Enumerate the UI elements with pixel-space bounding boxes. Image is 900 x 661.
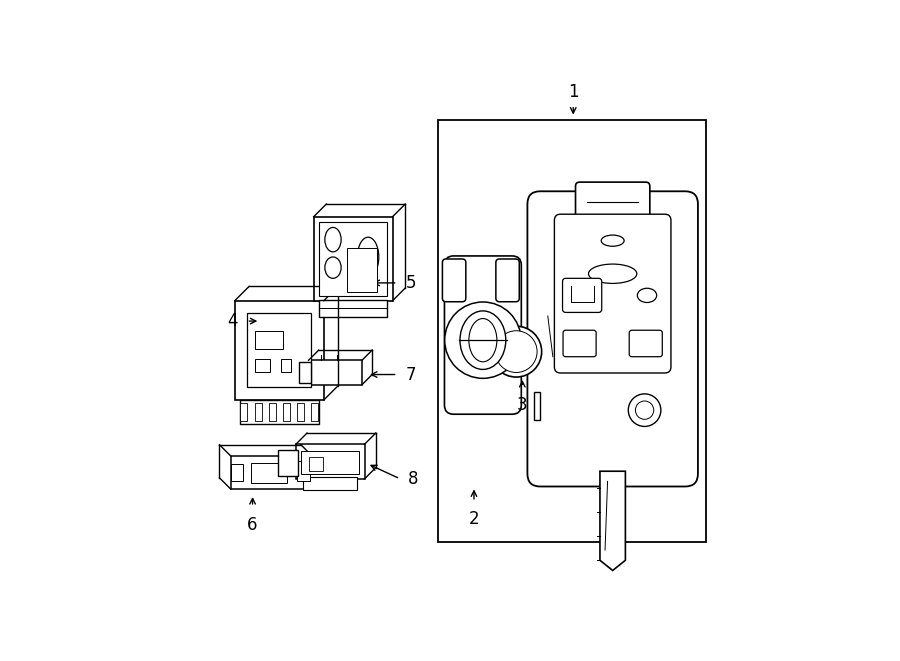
- Bar: [297, 403, 304, 421]
- Circle shape: [491, 326, 542, 377]
- Text: 2: 2: [469, 510, 480, 528]
- Bar: [255, 403, 262, 421]
- Circle shape: [628, 394, 661, 426]
- Text: 6: 6: [248, 516, 257, 533]
- Bar: [309, 457, 323, 471]
- Bar: [303, 477, 357, 490]
- Text: 8: 8: [408, 470, 418, 488]
- Text: 3: 3: [517, 396, 527, 414]
- Polygon shape: [534, 393, 540, 420]
- Bar: [438, 120, 706, 543]
- FancyBboxPatch shape: [445, 256, 521, 414]
- Bar: [281, 360, 291, 372]
- Text: 5: 5: [405, 274, 416, 292]
- Bar: [251, 463, 287, 483]
- Bar: [301, 451, 359, 474]
- Circle shape: [635, 401, 653, 419]
- Ellipse shape: [325, 257, 341, 278]
- Ellipse shape: [601, 235, 624, 247]
- FancyBboxPatch shape: [443, 259, 466, 301]
- FancyBboxPatch shape: [563, 330, 596, 357]
- Text: 4: 4: [227, 312, 238, 330]
- Bar: [297, 461, 310, 481]
- Bar: [255, 331, 284, 349]
- Circle shape: [495, 330, 537, 373]
- Bar: [283, 403, 290, 421]
- Ellipse shape: [589, 264, 637, 284]
- Ellipse shape: [637, 288, 657, 303]
- Bar: [311, 403, 319, 421]
- FancyBboxPatch shape: [496, 259, 519, 301]
- Polygon shape: [600, 471, 626, 570]
- Text: 7: 7: [405, 366, 416, 383]
- Ellipse shape: [325, 227, 341, 252]
- Ellipse shape: [469, 319, 497, 362]
- Bar: [230, 463, 243, 481]
- Bar: [230, 456, 312, 489]
- Bar: [319, 299, 387, 317]
- Bar: [319, 222, 387, 295]
- Bar: [240, 403, 248, 421]
- Circle shape: [445, 302, 521, 378]
- FancyBboxPatch shape: [554, 214, 670, 373]
- Bar: [300, 362, 310, 383]
- Bar: [346, 249, 377, 292]
- Bar: [248, 313, 311, 387]
- Bar: [239, 400, 319, 424]
- FancyBboxPatch shape: [235, 301, 324, 400]
- FancyBboxPatch shape: [575, 182, 650, 218]
- Ellipse shape: [460, 311, 506, 369]
- Bar: [296, 444, 364, 479]
- Bar: [309, 360, 362, 385]
- FancyBboxPatch shape: [562, 278, 602, 313]
- Bar: [269, 403, 275, 421]
- Ellipse shape: [357, 237, 379, 277]
- Bar: [313, 217, 392, 301]
- Bar: [255, 360, 270, 372]
- Text: 1: 1: [568, 83, 579, 101]
- FancyBboxPatch shape: [527, 191, 698, 486]
- FancyBboxPatch shape: [629, 330, 662, 357]
- Bar: [278, 450, 299, 477]
